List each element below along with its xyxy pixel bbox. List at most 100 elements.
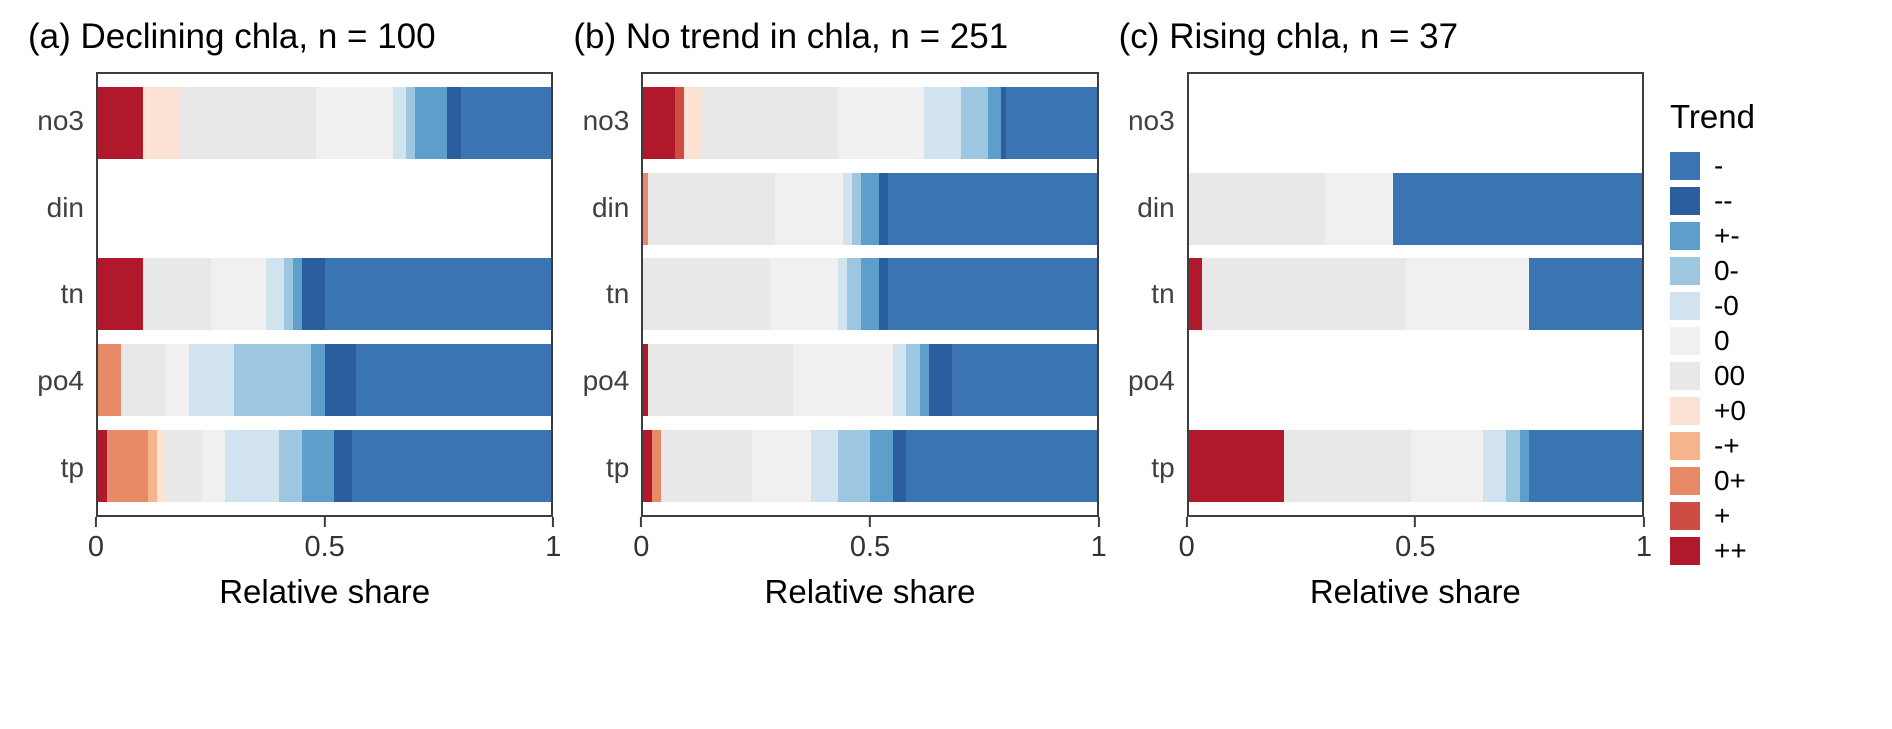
bar-segment-- xyxy=(356,344,552,417)
x-tick: 1 xyxy=(1636,517,1652,564)
x-tick: 1 xyxy=(545,517,561,564)
stacked-bar-no3 xyxy=(643,86,1097,159)
bar-row-tp xyxy=(98,423,552,509)
y-axis-labels: no3 din tn po4 tp xyxy=(1115,72,1187,517)
legend-item: +- xyxy=(1669,220,1878,252)
bar-segment-+- xyxy=(987,86,1002,159)
legend-item: -- xyxy=(1669,185,1878,217)
bar-segment-0 xyxy=(211,258,266,331)
legend-item: -0 xyxy=(1669,290,1878,322)
y-axis-label-din: din xyxy=(1137,191,1175,223)
bar-segment-- xyxy=(1392,172,1642,245)
legend-label: - xyxy=(1713,150,1724,181)
x-tick-label: 1 xyxy=(1090,531,1107,563)
bar-segment-- xyxy=(888,172,1097,245)
panel-a-title: (a) Declining chla, n = 100 xyxy=(28,17,436,56)
legend-item: 0- xyxy=(1669,255,1878,287)
stacked-bar-tn xyxy=(98,258,552,331)
bar-segment--+ xyxy=(147,430,157,503)
bar-row-din xyxy=(98,166,551,252)
bar-segment-- xyxy=(1528,430,1642,503)
bar-segment--0 xyxy=(392,86,407,159)
x-tick-label: 0.5 xyxy=(849,531,891,563)
y-axis-label-po4: po4 xyxy=(37,365,84,397)
bar-segment--0 xyxy=(811,430,839,503)
bar-segment--- xyxy=(879,172,889,245)
bar-segment--- xyxy=(447,86,461,159)
bar-segment--- xyxy=(892,430,907,503)
bar-segment-0- xyxy=(406,86,416,159)
y-axis-labels: no3 din tn po4 tp xyxy=(24,72,96,517)
bar-segment-+- xyxy=(919,344,929,417)
bar-segment--0 xyxy=(224,430,280,503)
panel-a: (a) Declining chla, n = 100 no3 din tn po4 t… xyxy=(24,14,561,611)
bar-segment-0 xyxy=(315,86,393,159)
bar-row-din xyxy=(1188,166,1642,252)
x-tick-mark xyxy=(1097,517,1100,527)
panel-a-plot: no3 din tn po4 tp 0 0.5 1 Relative share xyxy=(24,72,561,611)
bar-segment-0 xyxy=(838,86,925,159)
x-tick-label: 1 xyxy=(1635,531,1653,563)
bar-segment-+- xyxy=(301,430,334,503)
x-tick-label: 0 xyxy=(633,531,650,563)
bar-segment--- xyxy=(879,258,889,331)
y-axis-label-din: din xyxy=(46,191,84,223)
y-axis-label-din: din xyxy=(591,191,630,223)
x-tick-mark xyxy=(94,517,97,527)
bar-row-po4 xyxy=(643,337,1097,423)
legend-items: - -- +- 0- -0 0 00 +0 -+ 0+ + ++ xyxy=(1669,150,1878,570)
legend-swatch xyxy=(1669,187,1700,215)
bar-row-no3 xyxy=(98,80,552,166)
bar-segment-00 xyxy=(643,258,771,331)
bar-row-po4 xyxy=(98,337,552,423)
bar-segment-0- xyxy=(279,430,302,503)
y-axis-label-po4: po4 xyxy=(1127,365,1175,397)
stacked-bar-tp xyxy=(98,430,552,503)
legend-item: -+ xyxy=(1669,430,1878,462)
bar-segment-0 xyxy=(774,172,843,245)
legend-item: ++ xyxy=(1669,535,1878,567)
bar-segment-- xyxy=(888,258,1097,331)
bar-segment-00 xyxy=(661,430,753,503)
plot-area xyxy=(96,72,554,517)
bar-row-po4 xyxy=(1189,337,1642,423)
x-axis-title: Relative share xyxy=(764,573,976,610)
bar-segment-+0 xyxy=(143,86,180,159)
legend-swatch xyxy=(1669,502,1700,530)
stacked-bar-no3 xyxy=(98,86,552,159)
x-tick: 0.5 xyxy=(304,517,345,564)
bar-segment-- xyxy=(351,430,552,503)
bar-segment-0 xyxy=(1406,258,1529,331)
bar-segment-+- xyxy=(1519,430,1529,503)
bar-segment--0 xyxy=(188,344,234,417)
y-axis-label-tn: tn xyxy=(1151,278,1175,310)
bar-segment-+- xyxy=(311,344,325,417)
bar-segment-++ xyxy=(98,258,144,331)
stacked-bar-po4 xyxy=(1189,344,1642,416)
x-tick: 0 xyxy=(633,517,649,564)
legend-swatch xyxy=(1669,362,1700,390)
legend-item: 0+ xyxy=(1669,465,1878,497)
bar-segment-- xyxy=(951,344,1097,417)
bar-segment-++ xyxy=(643,344,648,417)
y-axis-label-tp: tp xyxy=(60,451,84,483)
y-axis-labels: no3 din tn po4 tp xyxy=(569,72,641,517)
bar-segment-0- xyxy=(283,258,293,331)
x-tick-mark xyxy=(1414,517,1417,527)
bar-row-no3 xyxy=(1189,80,1642,166)
bar-segment-00 xyxy=(1188,172,1325,245)
bar-segment-0 xyxy=(165,344,189,417)
legend-label: ++ xyxy=(1713,535,1747,566)
y-axis-label-no3: no3 xyxy=(37,105,84,137)
x-tick-label: 1 xyxy=(545,531,562,563)
x-tick: 0.5 xyxy=(850,517,890,564)
legend-label: -- xyxy=(1713,185,1733,216)
legend-swatch xyxy=(1669,467,1700,495)
bar-segment-0- xyxy=(960,86,988,159)
y-axis-label-tp: tp xyxy=(605,451,630,483)
bar-segment-+0 xyxy=(156,430,166,503)
bar-segment-+- xyxy=(292,258,302,331)
bar-row-tn xyxy=(1188,252,1642,338)
legend-swatch xyxy=(1669,222,1700,250)
